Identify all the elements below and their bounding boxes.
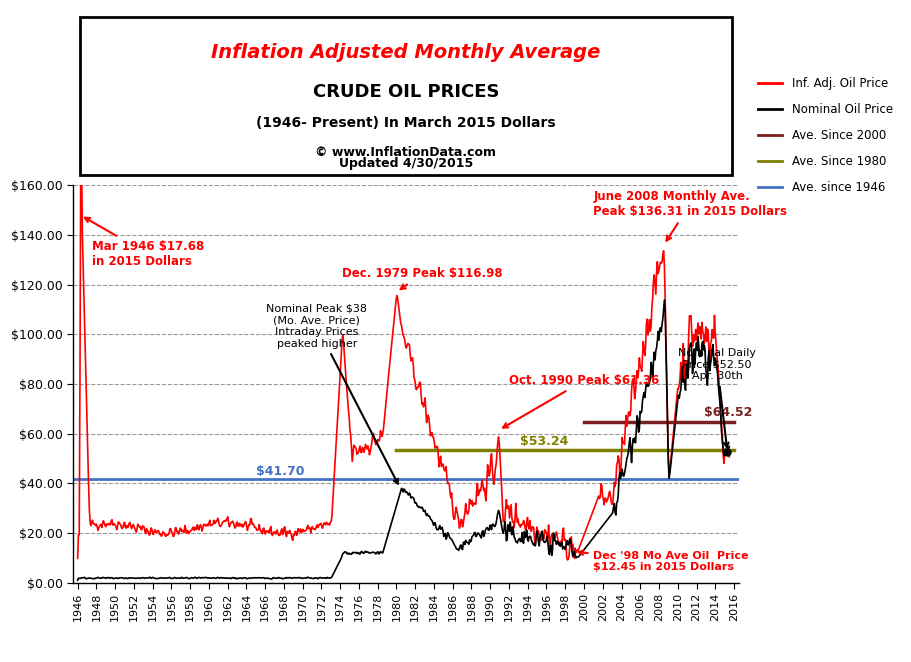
Text: $41.70: $41.70 bbox=[255, 465, 304, 477]
Text: Dec '98 Mo Ave Oil  Price
$12.45 in 2015 Dollars: Dec '98 Mo Ave Oil Price $12.45 in 2015 … bbox=[578, 550, 748, 572]
Text: $53.24: $53.24 bbox=[519, 435, 568, 448]
Text: Oct. 1990 Peak $61.36: Oct. 1990 Peak $61.36 bbox=[503, 374, 659, 428]
Text: Inflation Adjusted Monthly Average: Inflation Adjusted Monthly Average bbox=[211, 43, 599, 62]
Text: Mar 1946 $17.68
in 2015 Dollars: Mar 1946 $17.68 in 2015 Dollars bbox=[85, 218, 204, 268]
Text: June 2008 Monthly Ave.
Peak $136.31 in 2015 Dollars: June 2008 Monthly Ave. Peak $136.31 in 2… bbox=[593, 190, 786, 241]
Text: $64.52: $64.52 bbox=[703, 406, 752, 419]
Text: © www.InflationData.com: © www.InflationData.com bbox=[315, 146, 496, 159]
Text: Nominal Daily
Price $52.50
Apr. 30th: Nominal Daily Price $52.50 Apr. 30th bbox=[678, 348, 755, 447]
Text: Dec. 1979 Peak $116.98: Dec. 1979 Peak $116.98 bbox=[342, 267, 502, 289]
Text: (1946- Present) In March 2015 Dollars: (1946- Present) In March 2015 Dollars bbox=[256, 116, 555, 130]
FancyBboxPatch shape bbox=[79, 17, 732, 175]
Text: CRUDE OIL PRICES: CRUDE OIL PRICES bbox=[312, 83, 498, 101]
Text: Updated 4/30/2015: Updated 4/30/2015 bbox=[338, 158, 473, 171]
Text: Nominal Peak $38
(Mo. Ave. Price)
Intraday Prices
peaked higher: Nominal Peak $38 (Mo. Ave. Price) Intrad… bbox=[266, 304, 397, 484]
Legend: Inf. Adj. Oil Price, Nominal Oil Price, Ave. Since 2000, Ave. Since 1980, Ave. s: Inf. Adj. Oil Price, Nominal Oil Price, … bbox=[752, 72, 896, 199]
